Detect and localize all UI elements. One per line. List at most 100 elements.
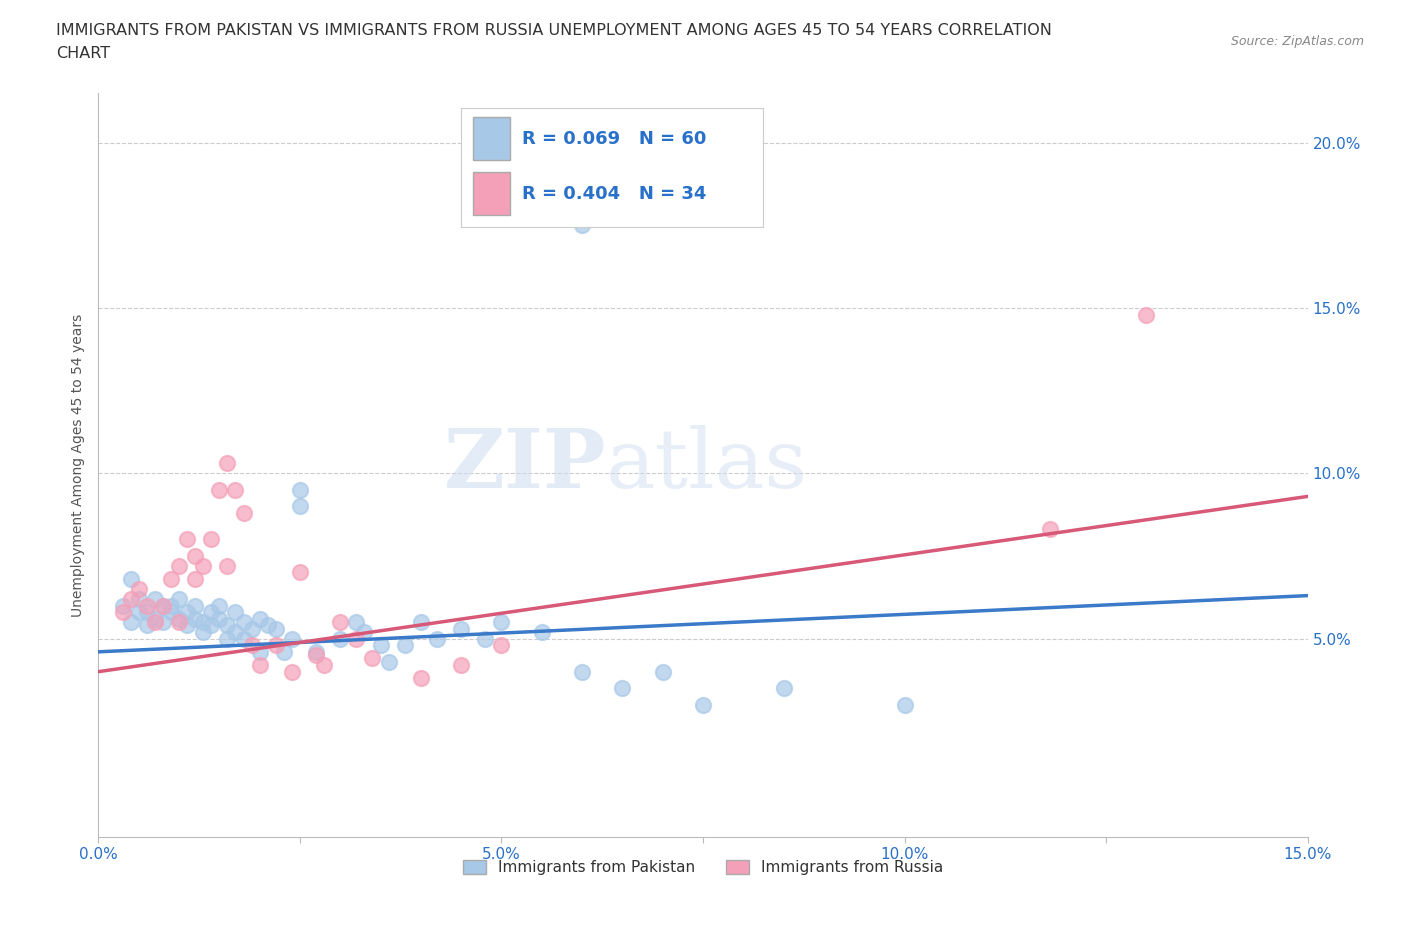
Point [571,664,593,679]
Point [249,644,271,659]
Point [217,631,239,646]
Point [120,615,142,630]
Point [167,611,190,626]
Text: atlas: atlas [606,425,808,505]
Point [111,598,134,613]
Point [128,581,150,596]
Legend: Immigrants from Pakistan, Immigrants from Russia: Immigrants from Pakistan, Immigrants fro… [457,854,949,882]
Point [135,598,157,613]
Point [249,658,271,672]
Point [128,591,150,606]
Point [314,658,336,672]
Point [264,621,287,636]
Y-axis label: Unemployment Among Ages 45 to 54 years: Unemployment Among Ages 45 to 54 years [70,313,84,617]
Point [344,615,367,630]
Point [491,615,513,630]
Point [176,532,198,547]
Point [288,498,311,513]
Point [193,615,215,630]
Point [344,631,367,646]
Point [491,638,513,653]
Point [288,565,311,580]
Point [571,218,593,232]
Point [208,483,231,498]
Point [152,598,174,613]
Point [305,647,328,662]
Point [281,664,304,679]
Point [1039,522,1062,537]
Point [193,558,215,573]
Point [409,615,432,630]
Point [120,591,142,606]
Text: ZIP: ZIP [444,425,606,505]
Point [232,615,254,630]
Point [184,549,207,564]
Text: IMMIGRANTS FROM PAKISTAN VS IMMIGRANTS FROM RUSSIA UNEMPLOYMENT AMONG AGES 45 TO: IMMIGRANTS FROM PAKISTAN VS IMMIGRANTS F… [56,23,1052,38]
Point [1135,307,1157,322]
Point [167,558,190,573]
Point [409,671,432,685]
Text: Source: ZipAtlas.com: Source: ZipAtlas.com [1230,35,1364,48]
Point [361,651,384,666]
Point [530,625,553,640]
Point [224,483,246,498]
Point [200,618,222,632]
Point [128,604,150,619]
Point [184,572,207,587]
Point [143,611,166,626]
Point [240,638,263,653]
Point [200,532,222,547]
Point [281,631,304,646]
Point [184,611,207,626]
Point [256,618,278,632]
Point [160,572,183,587]
Point [167,591,190,606]
Point [232,506,254,521]
Point [135,604,157,619]
Point [329,631,352,646]
Point [305,644,328,659]
Point [120,572,142,587]
Point [224,625,246,640]
Point [692,698,714,712]
Point [273,644,295,659]
Point [426,631,449,646]
Point [612,681,634,696]
Point [208,611,231,626]
Point [143,615,166,630]
Text: CHART: CHART [56,46,110,61]
Point [450,658,472,672]
Point [651,664,673,679]
Point [217,558,239,573]
Point [200,604,222,619]
Point [893,698,915,712]
Point [160,604,183,619]
Point [353,625,375,640]
Point [329,615,352,630]
Point [249,611,271,626]
Point [176,604,198,619]
Point [176,618,198,632]
Point [772,681,794,696]
Point [193,625,215,640]
Point [184,598,207,613]
Point [152,598,174,613]
Point [474,631,496,646]
Point [217,456,239,471]
Point [143,591,166,606]
Point [111,604,134,619]
Point [370,638,392,653]
Point [450,621,472,636]
Point [394,638,416,653]
Point [160,598,183,613]
Point [232,631,254,646]
Point [224,604,246,619]
Point [167,615,190,630]
Point [135,618,157,632]
Point [264,638,287,653]
Point [152,615,174,630]
Point [288,483,311,498]
Point [208,598,231,613]
Point [240,621,263,636]
Point [377,655,399,670]
